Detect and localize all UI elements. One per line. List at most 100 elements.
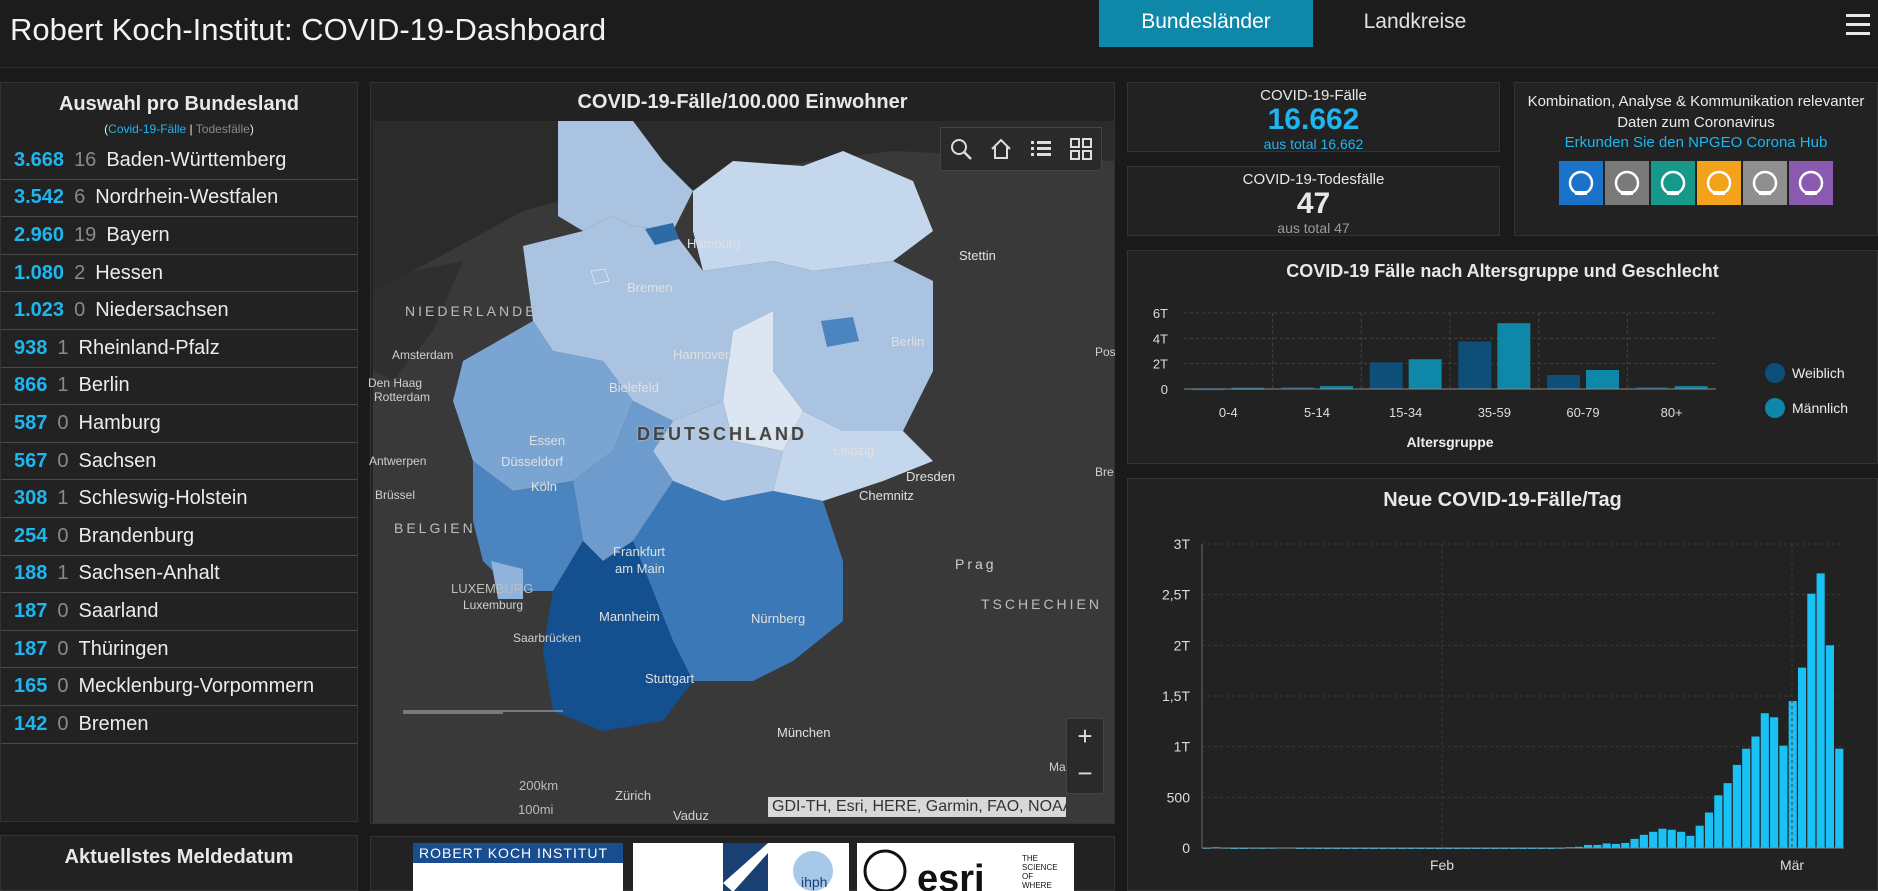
state-row[interactable]: 938 1 Rheinland-Pfalz <box>1 330 357 368</box>
daily-case-bar[interactable] <box>1658 828 1667 848</box>
zoom-out-button[interactable]: − <box>1077 758 1093 788</box>
zoom-in-button[interactable]: + <box>1077 721 1093 751</box>
bar-weiblich[interactable] <box>1635 387 1669 390</box>
daily-case-bar[interactable] <box>1602 843 1611 848</box>
esri-logo[interactable]: esri THE SCIENCE OF WHERE <box>857 843 1074 891</box>
daily-case-bar[interactable] <box>1677 831 1686 848</box>
state-row[interactable]: 1.080 2 Hessen <box>1 255 357 293</box>
plant-hand-icon[interactable] <box>1559 161 1603 205</box>
car-traffic-icon[interactable] <box>1743 161 1787 205</box>
bar-weiblich[interactable] <box>1281 387 1314 390</box>
bar-männlich[interactable] <box>1497 323 1531 389</box>
state-row[interactable]: 188 1 Sachsen-Anhalt <box>1 556 357 594</box>
basemap-grid-icon[interactable] <box>1067 135 1095 163</box>
map-roads-icon[interactable] <box>1697 161 1741 205</box>
bar-männlich[interactable] <box>1586 370 1619 389</box>
map-attribution[interactable]: GDI-TH, Esri, HERE, Garmin, FAO, NOAA,..… <box>768 797 1066 817</box>
bell-icon[interactable] <box>1789 161 1833 205</box>
legend-label-weiblich[interactable]: Weiblich <box>1792 365 1845 381</box>
bar-weiblich[interactable] <box>1458 341 1492 390</box>
legend-swatch-weiblich[interactable] <box>1765 363 1785 383</box>
state-row[interactable]: 254 0 Brandenburg <box>1 518 357 556</box>
state-row[interactable]: 587 0 Hamburg <box>1 405 357 443</box>
daily-case-bar[interactable] <box>1816 573 1825 848</box>
daily-case-bar[interactable] <box>1760 713 1769 848</box>
heart-pulse-icon[interactable] <box>1651 161 1695 205</box>
daily-case-bar[interactable] <box>1695 825 1704 848</box>
daily-case-bar[interactable] <box>1649 831 1658 848</box>
ihph-logo[interactable]: ihph <box>633 843 849 891</box>
bar-weiblich[interactable] <box>1547 375 1580 389</box>
state-rheinland-pfalz <box>473 461 583 591</box>
daily-case-bar[interactable] <box>1621 842 1630 848</box>
state-row[interactable]: 142 0 Bremen <box>1 706 357 744</box>
bar-männlich[interactable] <box>1674 386 1708 389</box>
y-tick-label: 1T <box>1174 739 1191 755</box>
map-view[interactable] <box>373 121 1114 823</box>
state-row[interactable]: 567 0 Sachsen <box>1 443 357 481</box>
state-cases: 142 <box>14 712 48 735</box>
deaths-kpi-card: COVID-19-Todesfälle 47 aus total 47 <box>1127 166 1500 236</box>
search-icon[interactable] <box>947 135 975 163</box>
state-row[interactable]: 2.960 19 Bayern <box>1 217 357 255</box>
state-row[interactable]: 165 0 Mecklenburg-Vorpommern <box>1 668 357 706</box>
daily-case-bar[interactable] <box>1630 838 1639 848</box>
daily-case-bar[interactable] <box>1714 795 1723 848</box>
daily-case-bar[interactable] <box>1742 748 1751 848</box>
state-row[interactable]: 3.542 6 Nordrhein-Westfalen <box>1 180 357 218</box>
germany-choropleth-map[interactable] <box>373 121 1114 823</box>
state-row[interactable]: 187 0 Saarland <box>1 593 357 631</box>
daily-case-bar[interactable] <box>1732 764 1741 848</box>
legend-label-männlich[interactable]: Männlich <box>1792 400 1848 416</box>
state-list: 3.668 16 Baden-Württemberg 3.542 6 Nordrhein-… <box>1 142 357 744</box>
daily-case-bar[interactable] <box>1686 835 1695 848</box>
state-cases: 188 <box>14 562 48 585</box>
state-row[interactable]: 308 1 Schleswig-Holstein <box>1 480 357 518</box>
daily-case-bar[interactable] <box>1825 645 1834 848</box>
daily-case-bar[interactable] <box>1574 846 1583 848</box>
tab-landkreise[interactable]: Landkreise <box>1363 10 1467 33</box>
daily-case-bar[interactable] <box>1751 736 1760 848</box>
location-buildings-icon[interactable] <box>1605 161 1649 205</box>
daily-case-bar[interactable] <box>1611 843 1620 848</box>
map-label-bruessel: Brüssel <box>375 488 416 502</box>
age-chart-title: COVID-19 Fälle nach Altersgruppe und Ges… <box>1286 261 1719 281</box>
daily-case-bar[interactable] <box>1667 829 1676 848</box>
bar-weiblich[interactable] <box>1369 362 1403 389</box>
state-cases: 938 <box>14 336 48 359</box>
state-row[interactable]: 1.023 0 Niedersachsen <box>1 292 357 330</box>
daily-case-bar[interactable] <box>1835 748 1844 848</box>
rki-logo[interactable]: ROBERT KOCH INSTITUT <box>413 843 623 891</box>
state-name: Baden-Württemberg <box>106 148 287 171</box>
state-cases: 165 <box>14 675 48 698</box>
legend-swatch-männlich[interactable] <box>1765 398 1785 418</box>
daily-case-bar[interactable] <box>1583 844 1593 848</box>
hub-icon-row <box>1515 161 1877 205</box>
state-row[interactable]: 866 1 Berlin <box>1 368 357 406</box>
legend-list-icon[interactable] <box>1027 135 1055 163</box>
deaths-filter-link[interactable]: Todesfälle <box>195 122 250 136</box>
daily-case-bar[interactable] <box>1797 667 1807 848</box>
hamburger-menu-icon[interactable] <box>1846 14 1870 38</box>
daily-case-bar[interactable] <box>1704 812 1714 848</box>
state-deaths: 2 <box>74 261 86 284</box>
daily-case-bar[interactable] <box>1788 701 1797 848</box>
corona-hub-panel: Kombination, Analyse & Kommunikation rel… <box>1514 82 1878 236</box>
bar-männlich[interactable] <box>1320 386 1353 389</box>
state-cases: 187 <box>14 599 48 622</box>
hub-description: Kombination, Analyse & Kommunikation rel… <box>1527 93 1865 131</box>
state-row[interactable]: 187 0 Thüringen <box>1 631 357 669</box>
cases-filter-link[interactable]: Covid-19-Fälle <box>108 122 187 136</box>
daily-case-bar[interactable] <box>1639 834 1648 848</box>
home-icon[interactable] <box>987 135 1015 163</box>
state-row[interactable]: 3.668 16 Baden-Württemberg <box>1 142 357 180</box>
daily-case-bar[interactable] <box>1779 745 1788 848</box>
bar-männlich[interactable] <box>1408 359 1442 389</box>
map-scale-scale-mi: 100mi <box>518 802 554 817</box>
tab-bundeslaender[interactable]: Bundesländer <box>1099 0 1313 47</box>
corona-hub-link[interactable]: Erkunden Sie den NPGEO Corona Hub <box>1564 134 1828 151</box>
daily-case-bar[interactable] <box>1723 783 1732 848</box>
daily-case-bar[interactable] <box>1807 593 1816 848</box>
daily-case-bar[interactable] <box>1593 844 1602 848</box>
daily-case-bar[interactable] <box>1770 717 1779 848</box>
